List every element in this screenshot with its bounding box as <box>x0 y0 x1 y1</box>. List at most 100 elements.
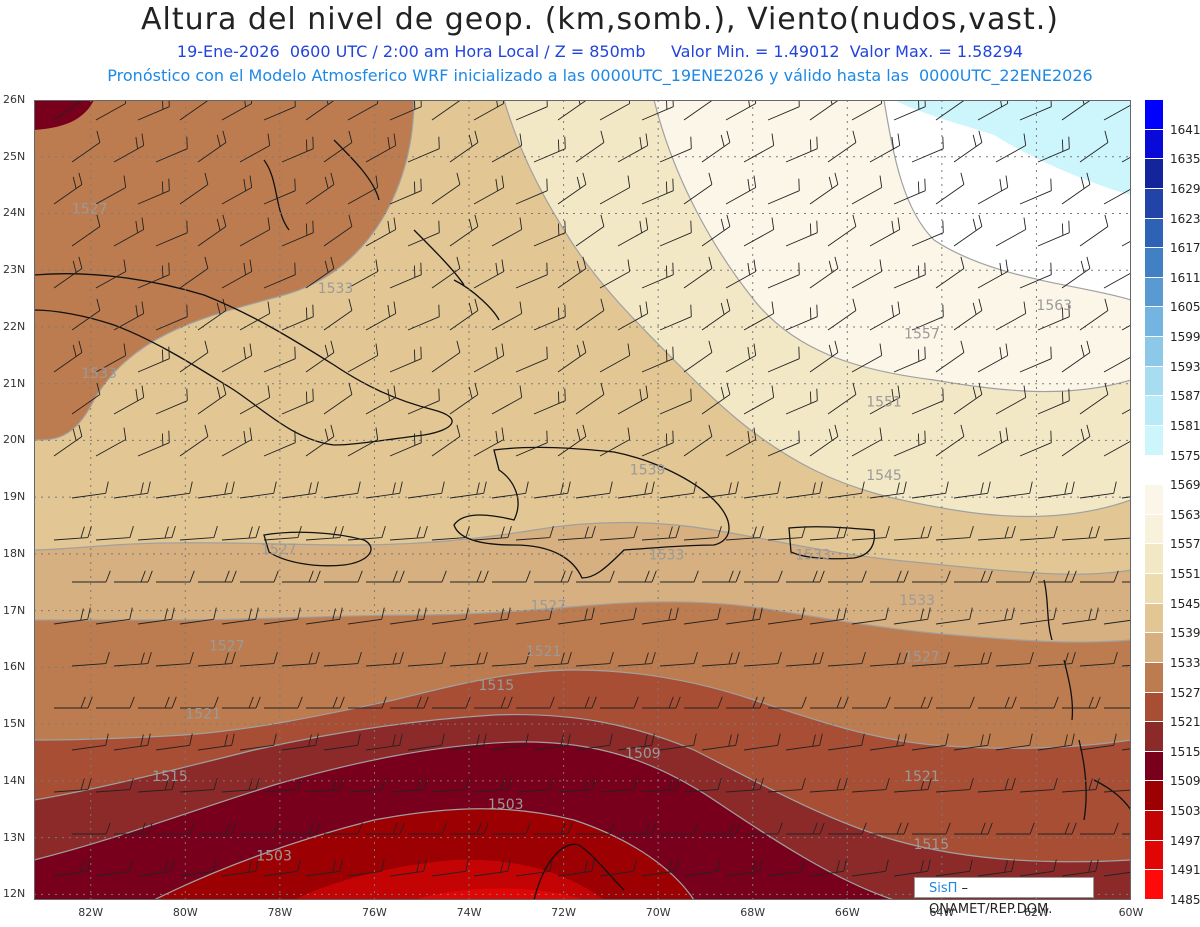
wind-barb <box>599 607 637 625</box>
wind-barb <box>491 651 530 667</box>
wind-barb <box>113 733 151 751</box>
contour-value-label: 1533 <box>318 281 354 297</box>
forecast-map: 1527 1533 1533 1557 1563 1551 1545 1539 1533 1533… <box>34 100 1131 900</box>
wind-barb <box>366 822 405 835</box>
wind-barb <box>869 385 901 415</box>
wind-barb <box>659 651 698 667</box>
wind-barb <box>809 525 848 541</box>
wind-barb <box>515 430 548 457</box>
wind-barb <box>767 525 806 541</box>
wind-barb <box>911 220 944 247</box>
wind-barb <box>389 178 422 205</box>
lat-label: 18N <box>3 546 26 560</box>
color-scale-cell <box>1145 840 1163 871</box>
wind-barb <box>473 607 511 625</box>
wind-barb <box>725 259 757 289</box>
wind-barb <box>935 172 965 205</box>
wind-barb <box>851 175 883 205</box>
wind-barb <box>617 133 649 163</box>
wind-barb <box>599 859 637 877</box>
color-scale-value: 1515 <box>1170 744 1200 759</box>
color-scale-value: 1527 <box>1170 685 1200 700</box>
contour-value-label: 1515 <box>478 678 514 694</box>
wind-barb <box>533 651 572 667</box>
wind-barb <box>1019 262 1052 289</box>
hispaniola-coast <box>453 446 730 579</box>
wind-barb <box>701 382 731 415</box>
wind-barb <box>995 217 1027 247</box>
wind-barb <box>239 301 271 331</box>
color-scale-cell <box>1145 218 1163 249</box>
lat-label: 13N <box>3 830 26 844</box>
wind-barb <box>114 822 153 835</box>
color-scale-value: 1497 <box>1170 833 1200 848</box>
color-scale-cell <box>1145 722 1163 752</box>
lesser-antilles-coast <box>1043 579 1087 821</box>
wind-barb <box>702 822 741 835</box>
wind-barb <box>935 777 974 793</box>
wind-barb <box>743 733 781 751</box>
wind-barb <box>408 570 447 583</box>
wind-barb <box>155 651 194 667</box>
wind-barb <box>701 481 739 499</box>
color-scale-value: 1563 <box>1170 507 1200 522</box>
wind-barb <box>407 481 445 499</box>
wind-barb <box>701 651 740 667</box>
color-scale-cell <box>1145 574 1163 604</box>
wind-barb <box>893 262 926 289</box>
wind-barb <box>348 696 387 709</box>
contour-value-label: 1533 <box>899 593 935 609</box>
contour-value-label: 1521 <box>526 644 562 660</box>
wind-barb <box>767 346 800 373</box>
wind-barb <box>449 481 487 499</box>
wind-barb <box>911 733 949 751</box>
wind-barb <box>222 696 261 709</box>
wind-barb <box>641 859 679 877</box>
wind-barb <box>305 172 335 205</box>
wind-barb <box>953 130 983 163</box>
color-scale-cell <box>1145 514 1163 545</box>
wind-barb <box>996 822 1035 835</box>
wind-barb <box>701 733 739 751</box>
wind-barb <box>281 733 319 751</box>
wind-barb <box>1019 777 1058 793</box>
wind-barb <box>347 777 386 793</box>
wind-barb <box>827 733 865 751</box>
wind-barb <box>474 696 513 709</box>
wind-barb <box>683 777 722 793</box>
wind-barb <box>197 382 227 415</box>
wind-barb <box>533 733 571 751</box>
wind-barb <box>1103 789 1131 793</box>
wind-barb <box>660 822 699 835</box>
wind-barb <box>473 777 512 793</box>
wind-barb <box>1019 430 1052 457</box>
wind-barb <box>473 259 505 289</box>
wind-barb <box>155 136 188 163</box>
wind-barb <box>641 346 674 373</box>
wind-barb <box>263 430 296 457</box>
wind-barb <box>53 525 92 541</box>
color-scale-cell <box>1145 248 1163 278</box>
wind-barb <box>1019 178 1052 205</box>
wind-barb <box>767 262 800 289</box>
wind-barb <box>179 424 209 457</box>
wind-barb <box>365 481 403 499</box>
band-1557 <box>654 100 1131 392</box>
contour-value-label: 1527 <box>904 650 940 666</box>
wind-barb <box>53 777 92 793</box>
wind-barb <box>347 343 379 373</box>
wind-barb <box>743 217 775 247</box>
wind-barb <box>179 256 209 289</box>
wind-barb <box>827 214 857 247</box>
wind-barb <box>659 220 692 247</box>
wind-barb <box>95 607 133 625</box>
wind-barb <box>683 100 713 121</box>
wind-barb <box>449 382 479 415</box>
wind-barb <box>137 346 170 373</box>
wind-barb <box>239 133 271 163</box>
contour-value-label: 1521 <box>185 706 221 722</box>
wind-barb <box>305 424 335 457</box>
lon-label: 68W <box>740 906 766 919</box>
wind-barb <box>431 256 461 289</box>
wind-barb <box>995 133 1027 163</box>
